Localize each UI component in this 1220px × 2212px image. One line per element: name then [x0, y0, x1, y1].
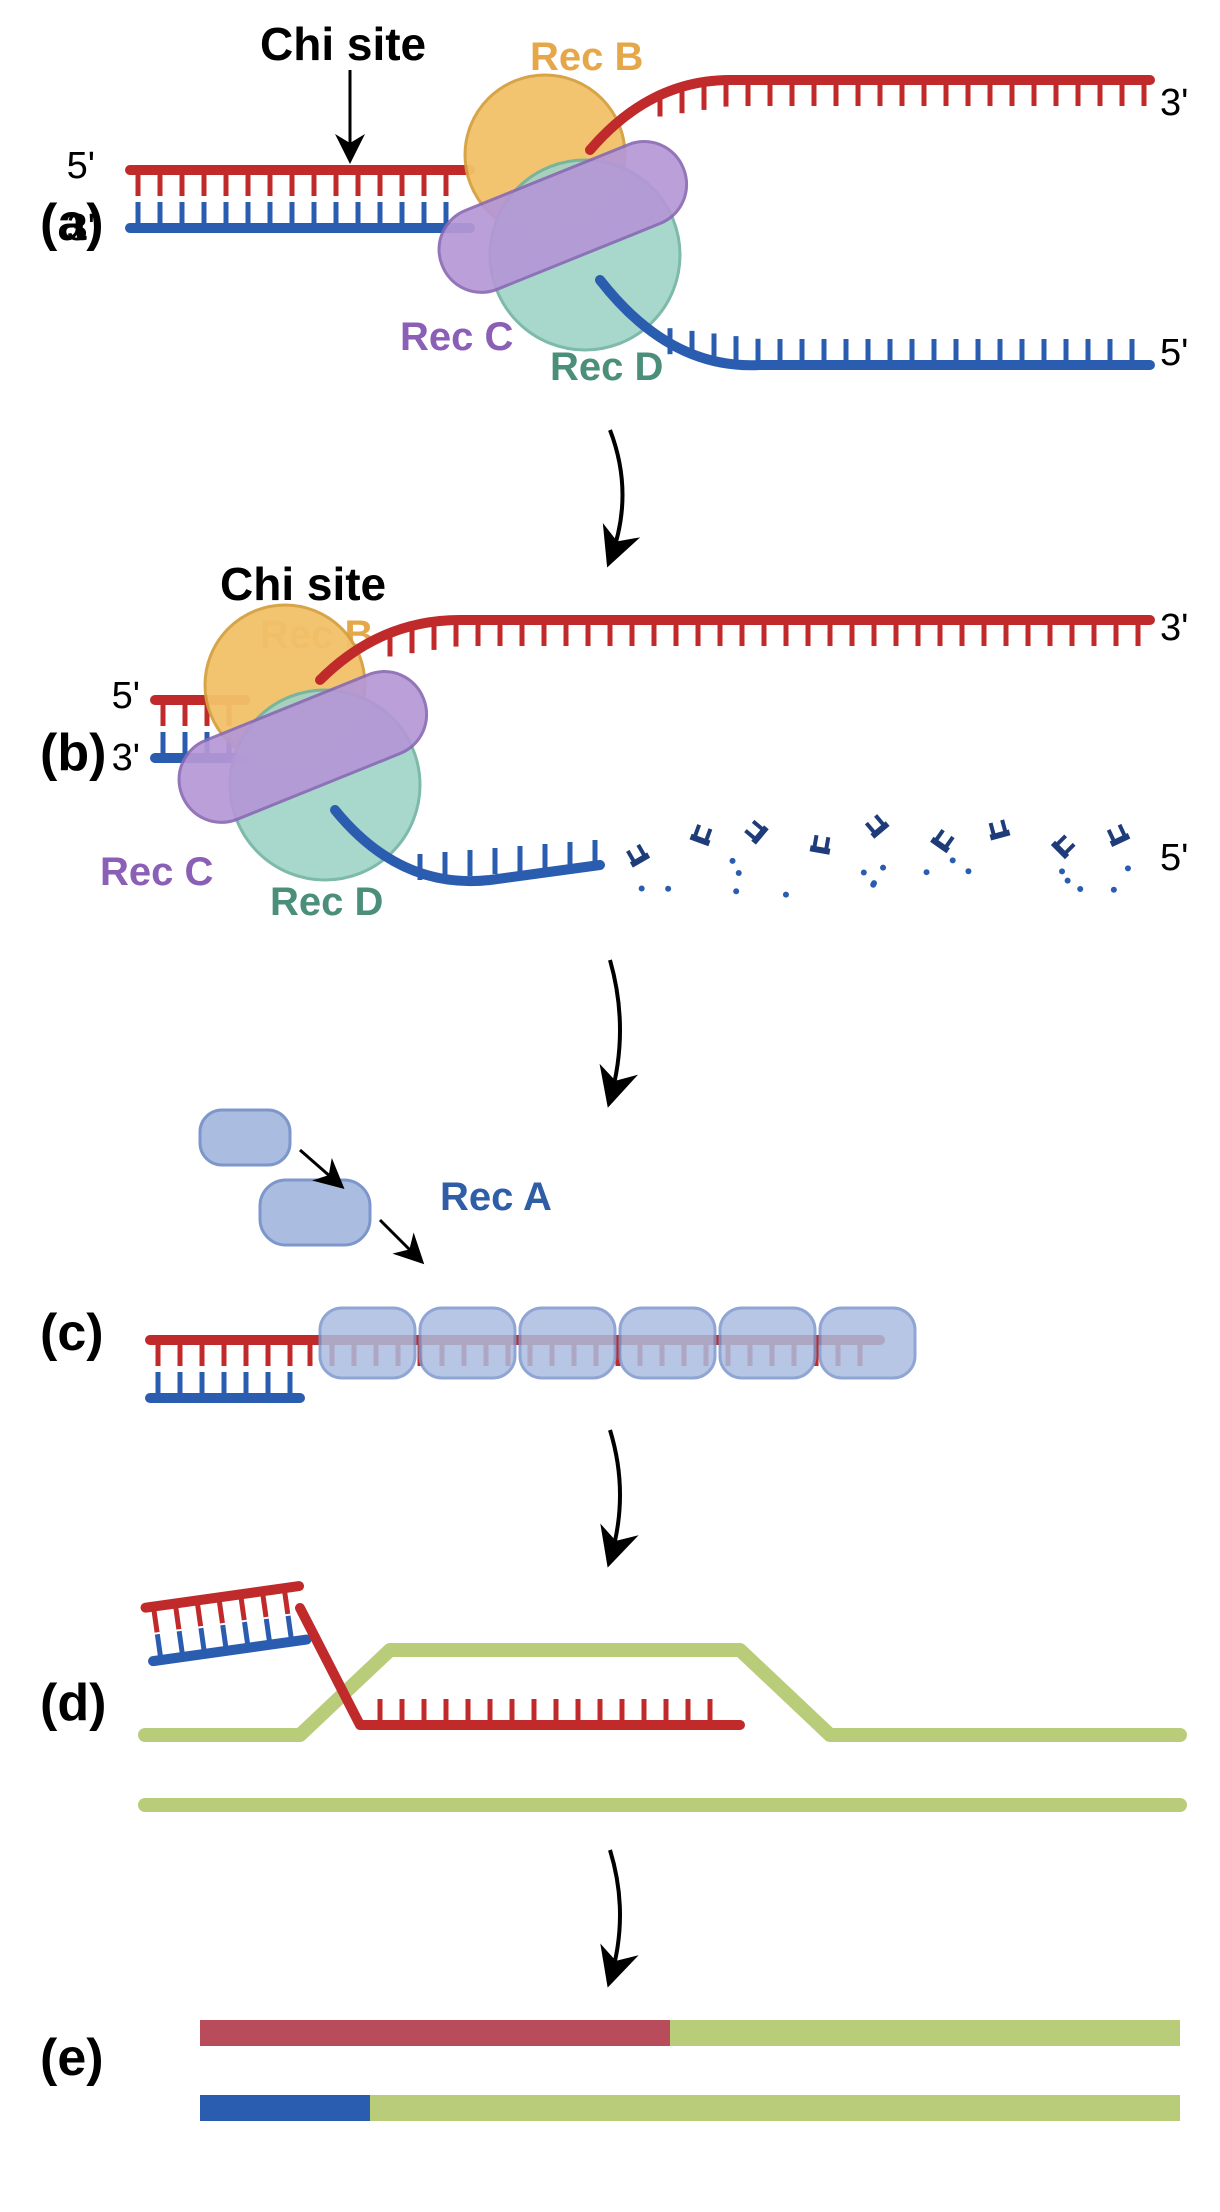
panel-d: (d) [40, 1586, 1180, 1805]
chi-site-label: Chi site [260, 18, 426, 70]
panel-a: Chi siteRec B5'3'3'5'Rec CRec D(a) [40, 18, 1188, 389]
panel-c-label: (c) [40, 1304, 104, 1362]
svg-text:5': 5' [1160, 837, 1188, 879]
panel-b-label: (b) [40, 724, 106, 782]
svg-text:3': 3' [1160, 82, 1188, 124]
panel-e: (e) [40, 2020, 1180, 2121]
panel-e-label: (e) [40, 2029, 104, 2087]
svg-text:3': 3' [1160, 607, 1188, 649]
panel-d-label: (d) [40, 1674, 106, 1732]
diagram-svg: Chi site Rec B 5' 3' 3' 5' Rec C Rec D (a) Chi si… [0, 0, 1220, 2212]
recc-label-b: Rec C [100, 850, 213, 894]
recb-label: Rec B [530, 35, 643, 79]
recd-label: Rec D [550, 345, 663, 389]
panel-a-label: (a) [40, 194, 104, 252]
reca-label: Rec A [440, 1175, 552, 1219]
recc-label: Rec C [400, 315, 513, 359]
recd-label-b: Rec D [270, 880, 383, 924]
panel-c: Rec A (c) [40, 1110, 915, 1398]
svg-text:5': 5' [67, 145, 95, 187]
panel-b: Chi siteRec B5'3'3'5'Rec CRec D(b) [40, 558, 1188, 924]
svg-text:5': 5' [112, 675, 140, 717]
svg-text:5': 5' [1160, 332, 1188, 374]
svg-text:3': 3' [112, 737, 140, 779]
chi-site-label-b: Chi site [220, 558, 386, 610]
